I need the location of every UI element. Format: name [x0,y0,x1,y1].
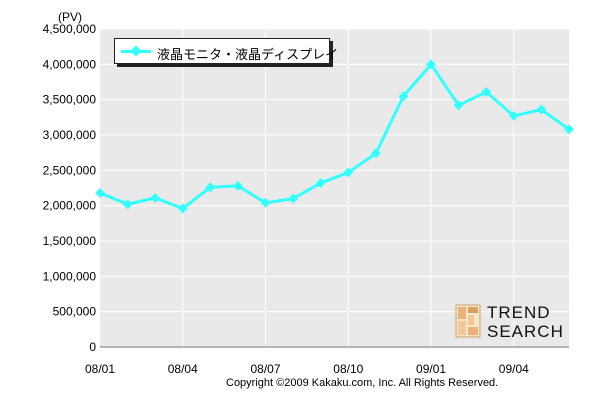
y-tick-label: 500,000 [53,305,97,319]
data-point [177,203,188,214]
data-point [370,148,381,159]
y-tick-label: 3,500,000 [43,93,97,107]
copyright-notice: Copyright ©2009 Kakaku.com, Inc. All Rig… [226,377,499,389]
y-tick-label: 1,500,000 [43,234,97,248]
trend-search-logo-icon [455,304,481,338]
data-point [150,192,161,203]
x-tick-label: 08/07 [251,362,281,376]
data-point [205,182,216,193]
data-point [95,187,105,198]
data-point [260,197,271,208]
trend-search-logo: TREND SEARCH [455,303,575,343]
data-point [288,193,299,204]
data-point [508,110,519,121]
y-tick-label: 3,000,000 [43,128,97,142]
y-tick-label: 2,500,000 [43,163,97,177]
y-tick-label: 4,000,000 [43,57,97,71]
data-point [232,180,243,191]
data-point [536,104,547,115]
data-point [122,199,133,210]
data-point [564,124,574,135]
x-tick-label: 08/10 [333,362,363,376]
x-tick-label: 08/01 [85,362,115,376]
data-point [315,178,326,189]
x-tick-label: 08/04 [168,362,198,376]
grid-lines [100,28,569,347]
x-tick-label: 09/04 [499,362,529,376]
series-line [99,62,570,210]
x-axis-ticks: 08/01 08/04 08/07 08/10 09/01 09/04 [85,362,529,376]
y-axis-unit: (PV) [58,10,82,24]
data-point [343,167,354,178]
y-tick-label: 1,000,000 [43,269,97,283]
y-tick-label: 4,500,000 [43,22,97,36]
legend: 液晶モニタ・液晶ディスプレイ [114,38,338,64]
legend-series-label: 液晶モニタ・液晶ディスプレイ [157,47,339,62]
x-tick-label: 09/01 [416,362,446,376]
logo-text-trend: TREND [487,303,551,322]
legend-marker-icon [130,45,142,57]
y-tick-label: 2,000,000 [43,199,97,213]
logo-text-search: SEARCH [487,322,564,341]
y-tick-label: 0 [89,340,96,354]
y-axis-ticks: 0 500,000 1,000,000 1,500,000 2,000,000 2,500… [43,22,97,354]
plot-background [100,29,569,347]
